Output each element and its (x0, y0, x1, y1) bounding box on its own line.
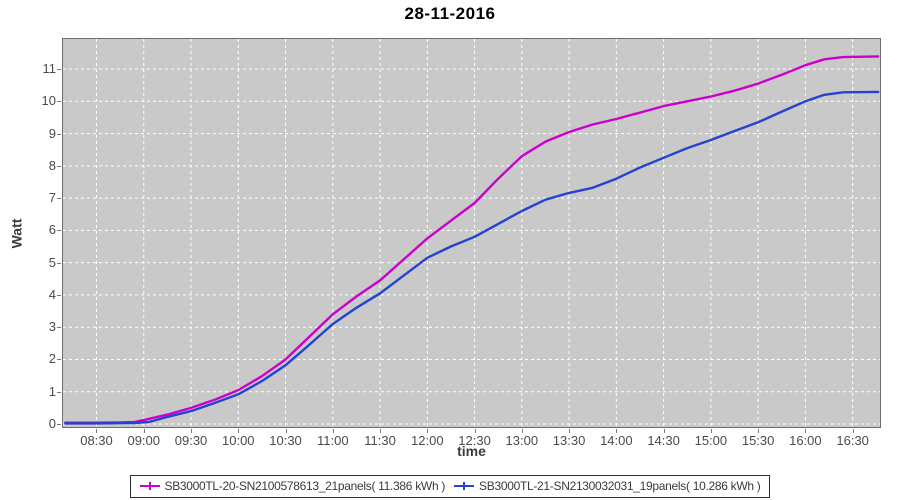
x-tick-mark (663, 429, 665, 433)
legend-row: SB3000TL-20-SN2100578613_21panels( 11.38… (0, 475, 900, 498)
y-tick-label: 11 (42, 61, 57, 77)
x-tick-mark (805, 429, 807, 433)
x-axis-label: time (457, 443, 486, 459)
y-tick-label: 5 (48, 254, 56, 270)
y-tick-mark (57, 262, 61, 264)
y-tick-mark (57, 165, 61, 167)
series1-line-marker-icon (139, 482, 160, 490)
y-tick-mark (57, 424, 61, 425)
plot-area (62, 38, 881, 428)
x-tick-mark (143, 429, 145, 433)
x-tick-label: 10:00 (221, 433, 255, 448)
y-tick-mark (57, 294, 61, 296)
y-tick-mark (57, 198, 61, 200)
y-tick-label: 9 (48, 125, 56, 141)
x-tick-label: 16:00 (789, 433, 822, 448)
legend-item-series2: SB3000TL-21-SN2130032031_19panels( 10.28… (454, 479, 761, 493)
y-tick-mark (57, 133, 61, 135)
x-tick-label: 14:00 (600, 433, 633, 448)
legend-item-series1: SB3000TL-20-SN2100578613_21panels( 11.38… (139, 479, 446, 493)
y-tick-mark (57, 327, 61, 329)
y-tick-label: 4 (48, 286, 56, 302)
legend-label-series2: SB3000TL-21-SN2130032031_19panels( 10.28… (479, 479, 761, 493)
x-tick-mark (332, 429, 334, 433)
y-tick-label: 6 (48, 222, 56, 238)
y-tick-mark (57, 69, 61, 71)
x-tick-mark (474, 429, 476, 433)
x-tick-mark (616, 429, 618, 433)
y-tick-label: 7 (48, 190, 56, 206)
y-tick-label: 8 (48, 157, 56, 173)
y-tick-label: 0 (48, 416, 56, 431)
y-tick-mark (57, 101, 61, 103)
y-tick-mark (57, 359, 61, 361)
x-tick-mark (380, 429, 382, 433)
x-tick-label: 13:30 (552, 433, 586, 448)
y-tick-label: 3 (48, 319, 56, 335)
x-tick-mark (427, 429, 429, 433)
x-tick-mark (710, 429, 712, 433)
series2-line-marker-icon (454, 482, 475, 490)
x-tick-mark (521, 429, 523, 433)
x-tick-label: 08:30 (80, 433, 113, 448)
x-tick-label: 15:00 (694, 433, 728, 448)
x-tick-mark (191, 429, 193, 433)
x-tick-label: 15:30 (741, 433, 775, 448)
legend-box: SB3000TL-20-SN2100578613_21panels( 11.38… (129, 475, 771, 498)
x-tick-mark (96, 429, 98, 433)
y-tick-label: 2 (48, 351, 56, 367)
x-tick-label: 11:00 (316, 433, 349, 448)
x-tick-label: 10:30 (269, 433, 302, 448)
x-tick-label: 12:30 (458, 433, 491, 448)
x-tick-label: 09:30 (174, 433, 208, 448)
y-tick-label: 1 (48, 383, 56, 399)
x-tick-label: 09:00 (127, 433, 161, 448)
x-tick-mark (285, 429, 287, 433)
x-tick-label: 11:30 (364, 433, 396, 448)
x-tick-mark (852, 429, 854, 433)
x-tick-label: 14:30 (647, 433, 680, 448)
y-axis-label: Watt (8, 218, 25, 249)
legend-label-series1: SB3000TL-20-SN2100578613_21panels( 11.38… (164, 479, 446, 493)
x-tick-label: 16:30 (836, 433, 869, 448)
x-tick-label: 13:00 (505, 433, 539, 448)
x-tick-mark (238, 429, 240, 433)
chart-title: 28-11-2016 (404, 4, 496, 23)
y-tick-mark (57, 391, 61, 393)
x-tick-label: 12:00 (411, 433, 444, 448)
x-tick-mark (758, 429, 760, 433)
y-tick-mark (57, 230, 61, 232)
y-tick-label: 10 (41, 93, 56, 109)
x-tick-mark (569, 429, 571, 433)
